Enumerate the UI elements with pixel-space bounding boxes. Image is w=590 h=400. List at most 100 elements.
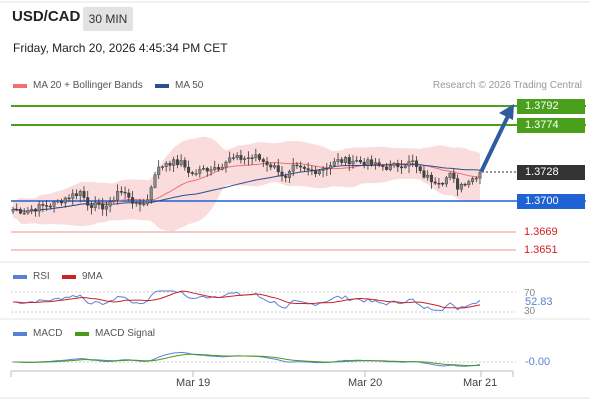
candle-body [205,168,209,172]
candle-body [377,162,381,166]
candle-body [231,157,235,160]
candle-body [175,159,179,166]
forecast-arrow-shaft [480,114,510,172]
candle-body [355,160,359,162]
support-1-label: 1.3669 [524,226,558,238]
candle-body [97,202,101,204]
candle-body [261,159,265,162]
candle-body [325,168,329,170]
candle-body [284,175,288,178]
ma50-line [12,164,481,212]
legend-macd-signal-label: MACD Signal [95,328,156,339]
x-label-mar19: Mar 19 [176,377,211,389]
candle-body [78,191,82,196]
legend-macd: MACD [13,328,62,339]
candle-body [299,165,303,168]
ma20-swatch [13,83,27,88]
macd-last-value: -0.00 [525,356,551,368]
rsi-ma-line [13,290,481,309]
rsi-panel [11,290,516,313]
candle-body [134,202,138,204]
candle-body [344,157,348,163]
bollinger-band-fill [13,136,480,232]
candle-body [82,191,86,198]
timeframe-button[interactable]: 30 MIN [83,7,133,31]
support-2-label: 1.3651 [524,244,558,256]
candle-body [467,181,471,185]
candle-body [86,197,90,206]
candle-body [441,183,445,185]
candle-body [321,169,325,171]
candle-body [119,191,123,193]
candle-body [138,202,142,205]
macd-panel [11,351,516,367]
candle-body [216,167,220,170]
rsi-line [12,290,481,312]
candle-body [187,166,191,173]
candle-body [22,212,26,215]
candle-body [164,163,168,167]
candle-body [52,201,56,207]
candle-body [30,208,34,211]
chart-timestamp: Friday, March 20, 2026 4:45:34 PM CET [13,41,228,55]
candle-body [71,193,75,199]
candle-body [183,160,187,168]
candle-body [202,168,206,170]
legend-ma50: MA 50 [155,80,203,91]
candle-body [407,161,411,167]
legend-ma20-label: MA 20 + Bollinger Bands [33,80,143,91]
bollinger-bands [13,136,480,232]
ma50-swatch [155,83,169,88]
candle-body [131,197,135,204]
candle-body [400,166,404,169]
candle-body [370,159,374,165]
x-label-mar20: Mar 20 [348,377,383,389]
candle-body [142,203,146,206]
candle-body [108,201,112,207]
rsi-level-70: 70 [524,288,536,299]
candle-body [388,164,392,170]
candle-body [235,155,239,159]
candle-body [213,167,217,170]
pivot-badge: 1.3700 [517,194,585,209]
candle-body [160,166,164,168]
candle-body [116,191,120,201]
candle-body [385,166,389,170]
candle-body [362,161,366,166]
macd-signal-line [13,353,481,367]
candle-body [56,200,60,203]
candle-body [243,158,247,160]
candle-body [474,177,478,180]
legend-macd-label: MACD [33,328,63,339]
resistance-1-badge: 1.3774 [517,118,585,133]
candle-body [291,164,295,172]
candle-body [258,154,262,160]
current-price-badge: 1.3728 [517,165,585,180]
candle-body [310,169,314,172]
candle-body [194,173,198,175]
legend-ma20: MA 20 + Bollinger Bands [13,80,143,91]
candle-body [41,204,45,206]
candle-body [18,209,22,214]
macd-swatch [13,331,27,336]
candle-body [250,157,254,159]
candle-body [295,164,299,167]
candle-body [314,170,318,174]
candle-body [157,166,161,176]
candle-body [340,159,344,163]
candle-body [422,170,426,178]
candle-body [37,204,41,212]
candle-body [433,181,437,184]
rsi-level-30: 30 [524,306,536,317]
candle-body [67,197,71,200]
candle-body [209,169,213,172]
candle-body [396,163,400,168]
legend-ma50-label: MA 50 [175,80,204,91]
forecast-arrow-head [499,104,514,120]
candle-body [112,199,116,203]
candle-body [411,160,415,162]
candlesticks [11,148,482,217]
candle-body [351,160,355,165]
candle-body [60,200,64,204]
